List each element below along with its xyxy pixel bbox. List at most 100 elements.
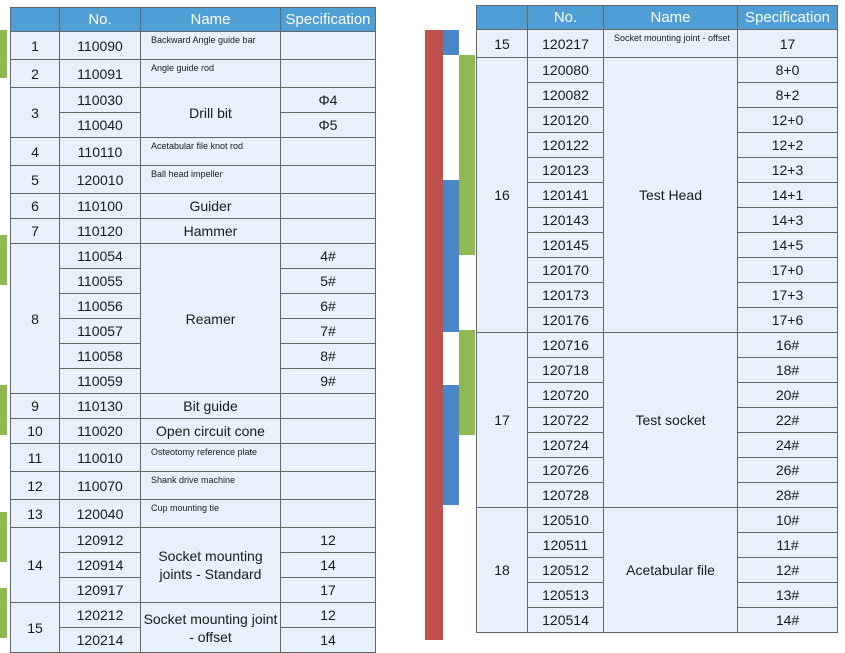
item-name: Osteotomy reference plate [140, 443, 281, 472]
left-green-bar-5 [0, 588, 7, 638]
item-number: 110055 [59, 268, 141, 294]
item-index: 14 [10, 527, 60, 603]
item-number: 110100 [59, 193, 141, 219]
item-specification [280, 59, 376, 88]
table-row: 7 110120 Hammer [10, 218, 376, 244]
column-header-name: Name [603, 5, 738, 30]
item-name: Acetabular file knot rod [140, 137, 281, 166]
column-header-no: No. [527, 5, 604, 30]
table-row: 16 120080 Test Head 8+0 [476, 57, 838, 333]
table-row: 120511 11# [477, 532, 838, 558]
table-row: 110040 Φ5 [11, 112, 376, 138]
item-number: 120914 [59, 552, 141, 578]
item-index: 2 [10, 59, 60, 88]
item-number: 110010 [59, 443, 141, 472]
item-number: 120512 [527, 557, 604, 583]
table-row: 120917 17 [11, 577, 376, 603]
item-number: 110057 [59, 318, 141, 344]
table-row: 120514 14# [477, 607, 838, 633]
item-specification [280, 218, 376, 244]
item-specification: 8+0 [737, 57, 838, 83]
item-specification [280, 165, 376, 194]
item-specification: 18# [737, 357, 838, 383]
item-specification: 13# [737, 582, 838, 608]
item-number: 120720 [527, 382, 604, 408]
left-green-bar-2 [0, 235, 7, 285]
item-number: 110040 [59, 112, 141, 138]
item-specification [280, 193, 376, 219]
item-specification: 14+5 [737, 232, 838, 258]
table-row: 2 110091 Angle guide rod [10, 59, 376, 88]
item-index: 7 [10, 218, 60, 244]
item-number: 120718 [527, 357, 604, 383]
item-number: 110054 [59, 243, 141, 269]
item-name: Backward Angle guide bar [140, 31, 281, 60]
item-number: 120123 [527, 157, 604, 183]
item-specification [280, 418, 376, 444]
table-row: 12 110070 Shank drive machine [10, 471, 376, 500]
item-name: Drill bit [140, 87, 281, 138]
table-row: 120512 12# [477, 557, 838, 583]
left-green-bar-4 [0, 512, 7, 562]
item-specification: 14# [737, 607, 838, 633]
item-number: 110056 [59, 293, 141, 319]
item-specification: Φ5 [280, 112, 376, 138]
column-header-index [476, 5, 528, 30]
item-name: Angle guide rod [140, 59, 281, 88]
item-specification: 26# [737, 457, 838, 483]
table-row: 6 110100 Guider [10, 193, 376, 219]
table-row: 110058 8# [11, 343, 376, 369]
table-row: 4 110110 Acetabular file knot rod [10, 137, 376, 166]
item-index: 18 [476, 507, 528, 633]
item-name: Shank drive machine [140, 471, 281, 500]
item-number: 120511 [527, 532, 604, 558]
table-row: 120123 12+3 [477, 157, 838, 183]
item-number: 110090 [59, 31, 141, 60]
item-number: 110020 [59, 418, 141, 444]
table-row: 8 110054 Reamer 4# [10, 243, 376, 394]
green-bar-2 [459, 330, 475, 435]
item-specification: 17+6 [737, 307, 838, 333]
item-specification: 8# [280, 343, 376, 369]
item-specification: 24# [737, 432, 838, 458]
item-number: 110058 [59, 343, 141, 369]
item-number: 120173 [527, 282, 604, 308]
item-number: 120080 [527, 57, 604, 83]
item-number: 120514 [527, 607, 604, 633]
item-index: 9 [10, 393, 60, 419]
item-specification: 17+0 [737, 257, 838, 283]
left-green-bar-1 [0, 30, 7, 78]
item-index: 10 [10, 418, 60, 444]
item-number: 120122 [527, 132, 604, 158]
item-number: 120170 [527, 257, 604, 283]
item-index: 1 [10, 31, 60, 60]
table-row: 120082 8+2 [477, 82, 838, 108]
item-name: Socket mounting joint - offset [140, 602, 281, 653]
column-header-name: Name [140, 7, 281, 32]
item-name: Socket mounting joints - Standard [140, 527, 281, 603]
blue-bar-2 [443, 180, 459, 332]
item-index: 11 [10, 443, 60, 472]
item-index: 6 [10, 193, 60, 219]
table-row: 1 110090 Backward Angle guide bar [10, 31, 376, 60]
item-number: 120176 [527, 307, 604, 333]
item-number: 110030 [59, 87, 141, 113]
item-number: 110070 [59, 471, 141, 500]
item-number: 120513 [527, 582, 604, 608]
item-specification: 16# [737, 332, 838, 358]
item-specification: 11# [737, 532, 838, 558]
item-name: Test Head [603, 57, 738, 333]
item-number: 120917 [59, 577, 141, 603]
item-index: 15 [476, 29, 528, 58]
item-specification: 12+0 [737, 107, 838, 133]
item-name: Acetabular file [603, 507, 738, 633]
table-row: 120120 12+0 [477, 107, 838, 133]
column-header-index [10, 7, 60, 32]
table-row: 110059 9# [11, 368, 376, 394]
item-specification [280, 471, 376, 500]
table-row: 120170 17+0 [477, 257, 838, 283]
column-header-no: No. [59, 7, 141, 32]
item-number: 120040 [59, 499, 141, 528]
item-number: 120082 [527, 82, 604, 108]
item-specification [280, 393, 376, 419]
